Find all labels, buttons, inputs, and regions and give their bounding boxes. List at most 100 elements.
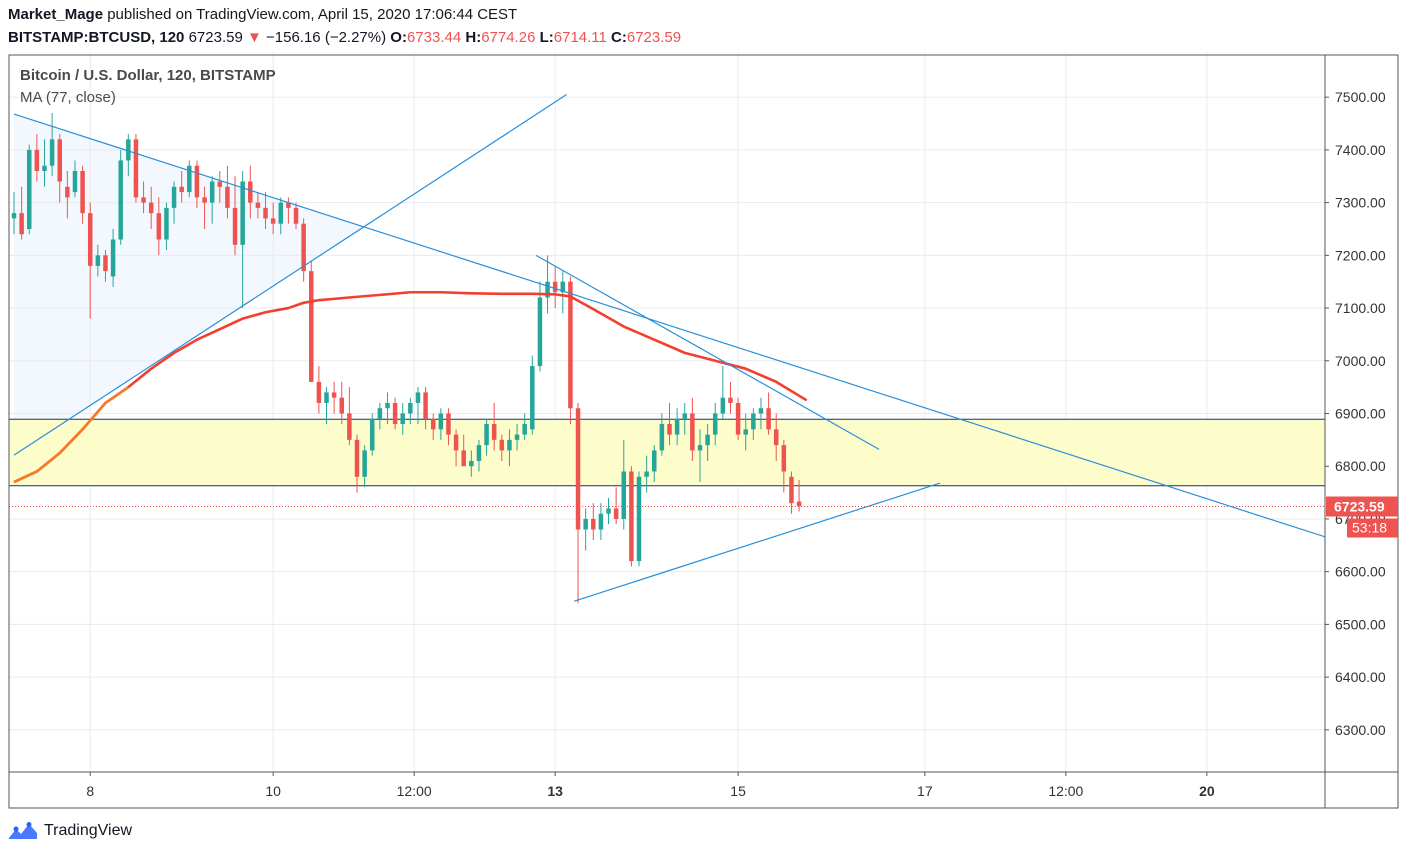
candle-body (263, 207, 268, 219)
low-value: 6714.11 (553, 29, 607, 46)
candle-body (552, 281, 558, 293)
author-name[interactable]: Market_Mage (8, 6, 104, 23)
y-tick-label: 6800.00 (1335, 458, 1386, 474)
candle-body (171, 186, 177, 208)
low-label: L: (539, 29, 554, 46)
y-tick-label: 6500.00 (1335, 616, 1386, 632)
candle-body (499, 439, 505, 451)
y-tick-label: 7400.00 (1335, 142, 1386, 158)
candle-body (598, 513, 604, 530)
candle-body (95, 255, 101, 266)
candle-body (286, 202, 291, 208)
last-price: 6723.59 (188, 29, 243, 46)
trendline-left-uptrend (13, 94, 567, 456)
candle-body (385, 402, 390, 409)
candle-body (522, 424, 527, 435)
candle-body (568, 281, 573, 409)
candle-body (369, 418, 375, 451)
candle-body (126, 139, 131, 161)
candle-body (667, 424, 672, 435)
x-tick-label: 17 (917, 783, 933, 799)
candle-body (194, 165, 200, 198)
candle-body (659, 424, 665, 451)
candle-body (400, 413, 405, 425)
candle-body (141, 197, 146, 203)
price-chart[interactable]: 7500.00 7400.00 7300.00 7200.00 7100.00 7000.… (0, 0, 1409, 815)
moving-average-start (13, 386, 130, 484)
x-tick-label: 13 (547, 783, 563, 799)
ohlc-header: BITSTAMP:BTCUSD, 120 6723.59 ▼ −156.16 (… (8, 29, 681, 46)
published-text: published on TradingView.com, April 15, … (107, 6, 518, 23)
candle-body (712, 413, 718, 435)
candle-body (49, 139, 55, 166)
candle-body (209, 181, 215, 203)
candle-body (248, 181, 253, 203)
candle-body (438, 413, 444, 430)
candle-body (591, 518, 596, 530)
candle-body (476, 445, 482, 461)
candle-body (270, 218, 276, 224)
candle-body (720, 397, 726, 414)
chart-frame (8, 54, 1399, 809)
candle-body (781, 445, 787, 472)
footer-brand-label: TradingView (44, 822, 133, 839)
candle-body (621, 471, 627, 519)
high-label: H: (465, 29, 482, 46)
candle-body (164, 207, 169, 240)
y-tick-label: 7300.00 (1335, 195, 1386, 211)
candle-body (148, 202, 154, 214)
shaded-region (14, 114, 364, 456)
x-tick-label: 12:00 (1048, 783, 1083, 799)
candle-body (583, 518, 588, 530)
candle-body (766, 408, 771, 430)
trendline-lower-wedge (574, 482, 941, 602)
price-change: −156.16 (−2.27%) (266, 29, 387, 46)
candle-body (453, 434, 459, 451)
candle-body (118, 160, 123, 240)
candle-body (34, 149, 40, 171)
candle-body (613, 508, 619, 519)
candle-body (629, 471, 634, 562)
high-value: 6774.26 (481, 29, 536, 46)
candle-body (530, 366, 535, 430)
candle-body (225, 186, 230, 208)
candle-body (217, 181, 223, 187)
y-tick-label: 7500.00 (1335, 89, 1386, 105)
footer-brand[interactable]: TradingView (8, 821, 132, 841)
candle-body (652, 450, 657, 472)
candle-body (575, 408, 581, 530)
candle-body (773, 429, 779, 446)
last-price-tag (1326, 496, 1398, 517)
publish-header: Market_Mage published on TradingView.com… (8, 6, 517, 23)
candle-body (255, 202, 261, 208)
close-label: C: (611, 29, 627, 46)
x-tick-label: 10 (265, 783, 281, 799)
candle-body (758, 408, 764, 414)
candle-body (103, 255, 108, 272)
candle-body (636, 476, 642, 562)
candle-body (430, 418, 436, 430)
candle-body (240, 181, 245, 245)
candle-body (65, 186, 70, 198)
candle-body (461, 450, 466, 467)
y-tick-label: 6900.00 (1335, 406, 1386, 422)
x-tick-label: 20 (1199, 783, 1215, 799)
candle-body (789, 476, 794, 504)
candle-body (232, 207, 238, 245)
candle-body (728, 397, 733, 403)
candle-body (537, 297, 543, 367)
candle-body (293, 207, 299, 224)
candle-body (560, 281, 566, 293)
countdown-label: 53:18 (1352, 520, 1387, 536)
candle-body (362, 450, 367, 477)
candle-body (377, 408, 383, 419)
candle-body (705, 434, 710, 446)
candle-body (301, 223, 306, 272)
candle-body (339, 397, 344, 414)
candle-body (735, 402, 741, 435)
candle-body (11, 213, 17, 219)
candle-body (606, 508, 611, 514)
candle-body (278, 202, 284, 224)
candle-body (408, 402, 413, 414)
candle-body (133, 139, 139, 198)
